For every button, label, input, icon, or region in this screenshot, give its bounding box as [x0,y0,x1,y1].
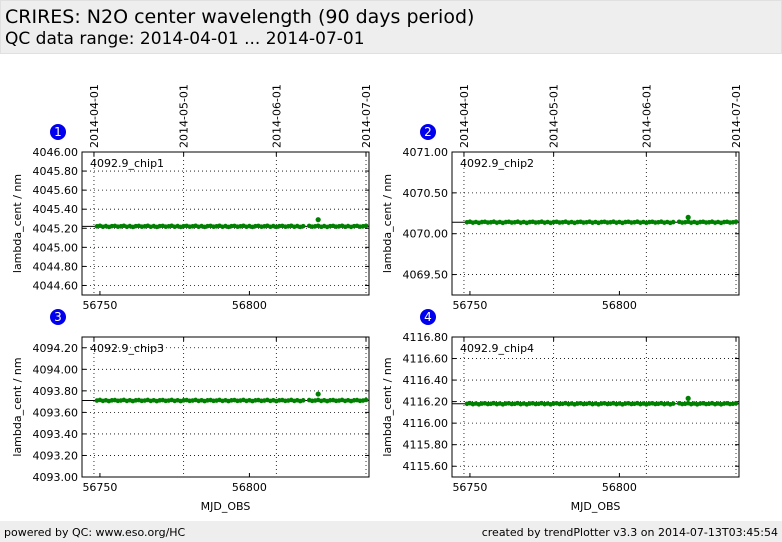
x-tick-label: 56800 [232,299,267,312]
x-tick-label: 56750 [452,481,487,494]
y-tick-label: 4094.00 [33,363,79,376]
date-tick-label: 2014-05-01 [548,84,561,148]
report-header: CRIRES: N2O center wavelength (90 days p… [0,0,782,54]
plot-number-label: 4 [424,310,432,324]
footer-powered-by: powered by QC: www.eso.org/HC [4,526,186,539]
y-tick-label: 4115.60 [403,460,449,473]
y-tick-label: 4044.60 [33,279,79,292]
plot-frame [81,151,370,296]
data-point [733,219,739,225]
x-tick-label: 56750 [452,299,487,312]
y-tick-label: 4094.20 [33,342,79,355]
plot-number-label: 3 [54,310,62,324]
series-label: 4092.9_chip2 [460,157,534,170]
plot-frame [81,336,370,478]
series-label: 4092.9_chip1 [90,157,164,170]
date-tick-label: 2014-04-01 [458,84,471,148]
y-tick-label: 4116.00 [403,417,449,430]
outlier-point [315,217,321,223]
date-tick-label: 2014-07-01 [360,84,373,148]
series-label: 4092.9_chip4 [460,342,534,355]
plot-number-label: 2 [424,125,432,139]
y-tick-label: 4093.80 [33,385,79,398]
report-footer: powered by QC: www.eso.org/HC created by… [0,521,782,542]
y-tick-label: 4045.40 [33,203,79,216]
data-point [363,223,369,229]
report-title: CRIRES: N2O center wavelength (90 days p… [5,6,475,28]
y-axis-label: lambda_cent / nm [11,174,24,273]
x-axis-label: MJD_OBS [571,500,621,513]
date-tick-label: 2014-06-01 [270,84,283,148]
y-tick-label: 4116.20 [403,396,449,409]
date-tick-label: 2014-04-01 [88,84,101,148]
data-point [670,219,676,225]
x-tick-label: 56800 [232,481,267,494]
y-tick-label: 4116.60 [403,353,449,366]
plot-number-badge [50,124,66,140]
x-axis-label: MJD_OBS [201,500,251,513]
y-tick-label: 4045.20 [33,222,79,235]
footer-created-by: created by trendPlotter v3.3 on 2014-07-… [481,526,778,539]
plot-number-label: 1 [54,125,62,139]
outlier-point [685,395,691,401]
y-tick-label: 4046.00 [33,146,79,159]
y-tick-label: 4115.80 [403,439,449,452]
date-tick-label: 2014-06-01 [640,84,653,148]
y-tick-label: 4093.20 [33,449,79,462]
data-point [670,401,676,406]
data-point [300,398,306,403]
date-tick-label: 2014-07-01 [730,84,743,148]
date-tick-label: 2014-05-01 [178,84,191,148]
y-tick-label: 4093.60 [33,406,79,419]
x-tick-label: 56800 [602,299,637,312]
data-point [733,400,739,406]
y-tick-label: 4069.50 [403,269,449,282]
report-subtitle: QC data range: 2014-04-01 ... 2014-07-01 [5,29,365,49]
y-tick-label: 4070.00 [403,228,449,241]
y-tick-label: 4071.00 [403,146,449,159]
y-tick-label: 4045.60 [33,184,79,197]
plot-number-badge [420,124,436,140]
outlier-point [315,391,321,397]
y-axis-label: lambda_cent / nm [381,174,394,273]
y-tick-label: 4093.40 [33,428,79,441]
y-tick-label: 4116.80 [403,331,449,344]
x-tick-label: 56750 [82,299,117,312]
x-tick-label: 56750 [82,481,117,494]
plot-number-badge [420,309,436,325]
y-axis-label: lambda_cent / nm [11,357,24,456]
x-tick-label: 56800 [602,481,637,494]
y-tick-label: 4070.50 [403,187,449,200]
data-point [363,397,369,403]
outlier-point [685,214,691,220]
plot-frame [451,336,740,478]
y-tick-label: 4045.80 [33,165,79,178]
data-point [300,223,306,229]
y-tick-label: 4044.80 [33,260,79,273]
y-axis-label: lambda_cent / nm [381,357,394,456]
y-tick-label: 4093.00 [33,471,79,484]
plot-number-badge [50,309,66,325]
series-label: 4092.9_chip3 [90,342,164,355]
y-tick-label: 4045.00 [33,241,79,254]
y-tick-label: 4116.40 [403,374,449,387]
